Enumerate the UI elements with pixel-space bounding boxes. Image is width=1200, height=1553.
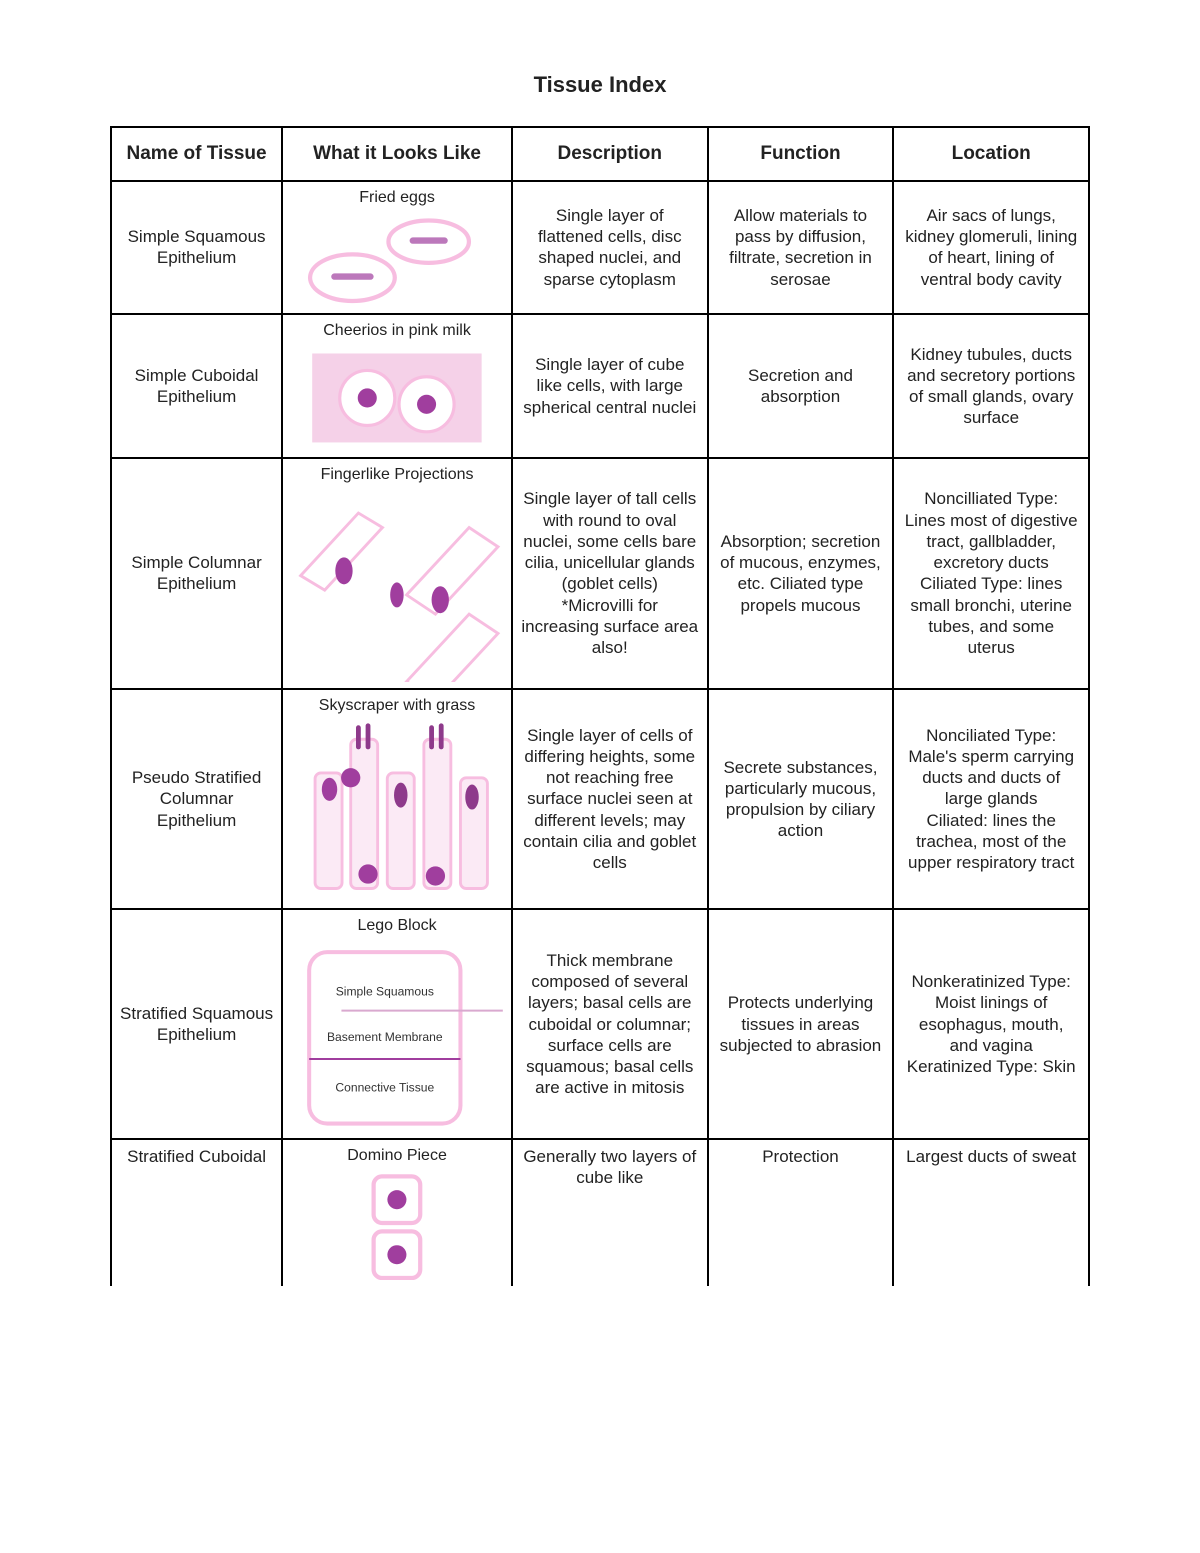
looks-caption: Skyscraper with grass (291, 696, 503, 716)
looks-caption: Fried eggs (291, 188, 503, 208)
cell-looks: Fried eggs (282, 181, 512, 314)
looks-caption: Cheerios in pink milk (291, 321, 503, 341)
cell-location: Nonkeratinized Type: Moist linings of es… (893, 909, 1089, 1139)
table-row: Pseudo Stratified Columnar Epithelium Sk… (111, 689, 1089, 910)
lego-label-mid: Basement Membrane (327, 1030, 443, 1044)
cell-looks: Fingerlike Projections (282, 458, 512, 689)
fried-eggs-icon (291, 212, 503, 307)
cheerios-icon (291, 345, 503, 451)
looks-caption: Domino Piece (291, 1146, 503, 1166)
table-row: Simple Columnar Epithelium Fingerlike Pr… (111, 458, 1089, 689)
cell-function: Protection (708, 1139, 894, 1286)
cell-location: Kidney tubules, ducts and secretory port… (893, 314, 1089, 458)
cell-function: Absorption; secretion of mucous, enzymes… (708, 458, 894, 689)
skyscraper-icon (291, 720, 503, 903)
cell-description: Generally two layers of cube like (512, 1139, 708, 1286)
cell-description: Single layer of flattened cells, disc sh… (512, 181, 708, 314)
col-header-name: Name of Tissue (111, 127, 282, 181)
col-header-function: Function (708, 127, 894, 181)
cell-function: Secrete substances, particularly mucous,… (708, 689, 894, 910)
cell-description: Single layer of cube like cells, with la… (512, 314, 708, 458)
table-row: Stratified Cuboidal Domino Piece General… (111, 1139, 1089, 1286)
col-header-looks: What it Looks Like (282, 127, 512, 181)
cell-looks: Lego Block Simple Squamous Basement Memb… (282, 909, 512, 1139)
cell-location: Largest ducts of sweat (893, 1139, 1089, 1286)
cell-location: Noncilliated Type: Lines most of digesti… (893, 458, 1089, 689)
looks-caption: Fingerlike Projections (291, 465, 503, 485)
cell-location: Nonciliated Type: Male's sperm carrying … (893, 689, 1089, 910)
table-header-row: Name of Tissue What it Looks Like Descri… (111, 127, 1089, 181)
table-row: Simple Squamous Epithelium Fried eggs Si… (111, 181, 1089, 314)
cell-name: Simple Columnar Epithelium (111, 458, 282, 689)
cell-looks: Skyscraper with grass (282, 689, 512, 910)
domino-icon (291, 1170, 503, 1280)
cell-function: Allow materials to pass by diffusion, fi… (708, 181, 894, 314)
lego-label-bottom: Connective Tissue (336, 1081, 435, 1095)
col-header-desc: Description (512, 127, 708, 181)
page: Tissue Index Name of Tissue What it Look… (0, 0, 1200, 1286)
cell-name: Stratified Squamous Epithelium (111, 909, 282, 1139)
cell-name: Pseudo Stratified Columnar Epithelium (111, 689, 282, 910)
cell-location: Air sacs of lungs, kidney glomeruli, lin… (893, 181, 1089, 314)
cell-description: Single layer of tall cells with round to… (512, 458, 708, 689)
table-row: Simple Cuboidal Epithelium Cheerios in p… (111, 314, 1089, 458)
cell-looks: Domino Piece (282, 1139, 512, 1286)
tissue-index-table: Name of Tissue What it Looks Like Descri… (110, 126, 1090, 1286)
cell-description: Single layer of cells of differing heigh… (512, 689, 708, 910)
fingerlike-icon (291, 489, 503, 682)
cell-name: Simple Squamous Epithelium (111, 181, 282, 314)
lego-label-top: Simple Squamous (336, 985, 434, 999)
cell-looks: Cheerios in pink milk (282, 314, 512, 458)
cell-function: Protects underlying tissues in areas sub… (708, 909, 894, 1139)
cell-name: Stratified Cuboidal (111, 1139, 282, 1286)
looks-caption: Lego Block (291, 916, 503, 936)
lego-block-icon: Simple Squamous Basement Membrane Connec… (291, 940, 503, 1132)
cell-function: Secretion and absorption (708, 314, 894, 458)
cell-description: Thick membrane composed of several layer… (512, 909, 708, 1139)
page-title: Tissue Index (110, 72, 1090, 98)
table-row: Stratified Squamous Epithelium Lego Bloc… (111, 909, 1089, 1139)
cell-name: Simple Cuboidal Epithelium (111, 314, 282, 458)
col-header-location: Location (893, 127, 1089, 181)
